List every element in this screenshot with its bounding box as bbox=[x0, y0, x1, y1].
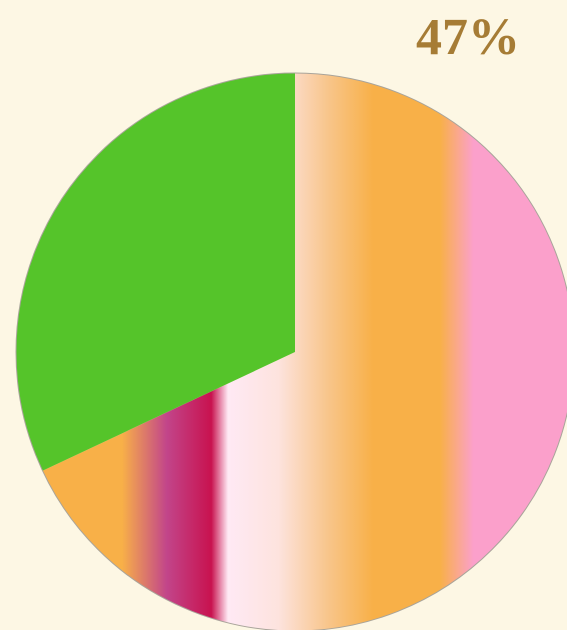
pie-slice bbox=[16, 73, 296, 471]
pie-outline bbox=[15, 72, 567, 630]
annotation: 47% bbox=[416, 9, 520, 66]
pie-slice bbox=[42, 73, 567, 630]
